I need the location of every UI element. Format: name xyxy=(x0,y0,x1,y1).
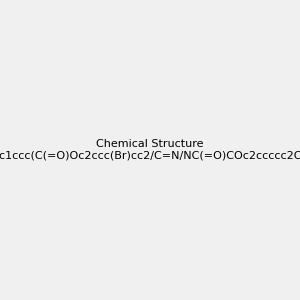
Text: Chemical Structure
Brc1ccc(C(=O)Oc2ccc(Br)cc2/C=N/NC(=O)COc2ccccc2C)c: Chemical Structure Brc1ccc(C(=O)Oc2ccc(B… xyxy=(0,139,300,161)
